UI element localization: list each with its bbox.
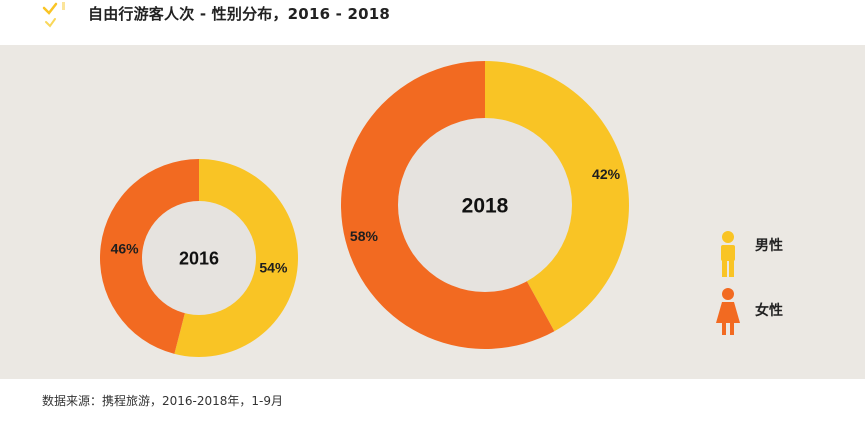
legend: 男性 女性	[716, 231, 783, 335]
slice-label-2018-male: 42%	[592, 166, 621, 182]
donut-2016: 54% 46% 2016	[99, 159, 298, 357]
year-label-2016: 2016	[179, 248, 219, 268]
header: 自由行游客人次 - 性别分布，2016 - 2018	[0, 0, 865, 45]
logo-mark-icon	[42, 2, 65, 28]
female-person-icon	[716, 288, 740, 335]
donut-charts: 54% 46% 2016 42% 58% 2018 男性 女性	[99, 61, 783, 357]
donut-2018: 42% 58% 2018	[341, 61, 629, 349]
donut-hole-2018	[398, 118, 572, 292]
year-label-2018: 2018	[462, 194, 509, 217]
legend-label-female: 女性	[755, 302, 783, 319]
legend-label-male: 男性	[755, 237, 783, 254]
slice-label-2016-male: 54%	[259, 259, 288, 275]
donut-hole-2016	[142, 201, 256, 315]
slice-label-2018-female: 58%	[350, 228, 379, 244]
slice-label-2016-female: 46%	[111, 241, 140, 257]
data-source-note: 数据来源：携程旅游，2016-2018年，1-9月	[42, 394, 284, 408]
male-person-icon	[721, 231, 735, 277]
chart-title: 自由行游客人次 - 性别分布，2016 - 2018	[88, 5, 391, 23]
chart-panel: 54% 46% 2016 42% 58% 2018 男性 女性	[0, 45, 865, 379]
